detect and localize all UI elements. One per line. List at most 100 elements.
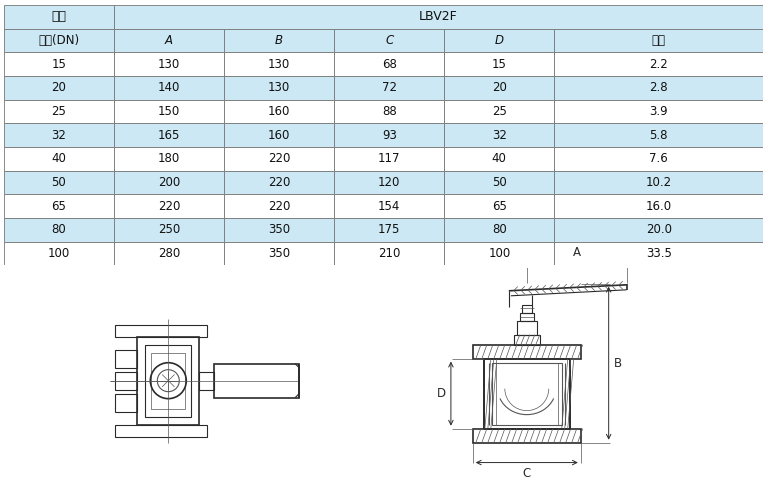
Bar	[4, 242, 114, 265]
Bar	[224, 147, 334, 171]
Text: 5.8: 5.8	[650, 128, 668, 142]
Bar	[334, 29, 444, 52]
Bar	[473, 345, 581, 359]
Text: D: D	[495, 34, 504, 47]
Bar	[115, 372, 137, 390]
Text: 10.2: 10.2	[646, 176, 672, 189]
Bar	[114, 147, 224, 171]
Text: LBV2F: LBV2F	[420, 10, 458, 23]
Bar	[114, 100, 224, 124]
Bar	[334, 52, 444, 76]
Bar	[444, 124, 555, 147]
Text: 32: 32	[51, 128, 66, 142]
Bar	[444, 100, 555, 124]
Text: 20: 20	[51, 81, 66, 94]
Bar	[555, 194, 763, 218]
Bar	[555, 171, 763, 194]
Bar	[555, 124, 763, 147]
Text: 型号: 型号	[51, 10, 67, 23]
Text: 220: 220	[158, 200, 180, 213]
Text: 150: 150	[158, 105, 180, 118]
Text: 210: 210	[378, 247, 400, 260]
Bar	[4, 100, 114, 124]
Bar	[224, 76, 334, 100]
Text: 80: 80	[51, 223, 66, 237]
Bar	[224, 171, 334, 194]
Bar	[520, 313, 534, 321]
Bar	[444, 242, 555, 265]
Bar	[334, 218, 444, 242]
Bar	[137, 337, 199, 425]
Bar	[115, 425, 207, 436]
Text: 200: 200	[158, 176, 180, 189]
Bar	[115, 350, 137, 368]
Bar	[555, 76, 763, 100]
Text: 68: 68	[382, 58, 397, 70]
Text: 15: 15	[51, 58, 66, 70]
Bar	[444, 52, 555, 76]
Bar	[334, 147, 444, 171]
Text: 160: 160	[268, 105, 290, 118]
Bar	[214, 364, 299, 398]
Bar	[4, 52, 114, 76]
Bar	[114, 5, 763, 29]
Text: 口径(DN): 口径(DN)	[38, 34, 80, 47]
Text: C: C	[385, 34, 393, 47]
Bar	[224, 52, 334, 76]
Bar	[522, 305, 532, 313]
Text: 175: 175	[378, 223, 400, 237]
Bar	[555, 147, 763, 171]
Bar	[555, 218, 763, 242]
Text: 100: 100	[48, 247, 70, 260]
Bar	[334, 100, 444, 124]
Text: 220: 220	[268, 152, 290, 165]
Text: 280: 280	[158, 247, 180, 260]
Text: 117: 117	[378, 152, 400, 165]
Bar	[114, 52, 224, 76]
Bar	[224, 29, 334, 52]
Text: 130: 130	[268, 81, 290, 94]
Text: 40: 40	[492, 152, 507, 165]
Bar	[4, 5, 114, 29]
Text: 7.6: 7.6	[650, 152, 668, 165]
Text: 250: 250	[158, 223, 180, 237]
Bar	[115, 394, 137, 412]
Text: B: B	[275, 34, 283, 47]
Bar	[444, 147, 555, 171]
Bar	[492, 363, 561, 425]
Text: 25: 25	[492, 105, 507, 118]
Text: 2.2: 2.2	[650, 58, 668, 70]
Text: 2.8: 2.8	[650, 81, 668, 94]
Bar	[4, 147, 114, 171]
Text: A: A	[573, 246, 581, 259]
Bar	[114, 124, 224, 147]
Text: 72: 72	[382, 81, 397, 94]
Bar	[224, 124, 334, 147]
Bar	[4, 29, 114, 52]
Text: 80: 80	[492, 223, 507, 237]
Bar	[444, 29, 555, 52]
Text: 130: 130	[158, 58, 180, 70]
Text: 88: 88	[382, 105, 397, 118]
Bar	[114, 76, 224, 100]
Text: 重量: 重量	[652, 34, 666, 47]
Bar	[224, 194, 334, 218]
Bar	[555, 52, 763, 76]
Text: B: B	[614, 357, 622, 370]
Bar	[224, 100, 334, 124]
Bar	[334, 76, 444, 100]
Text: 100: 100	[488, 247, 510, 260]
Bar	[114, 29, 224, 52]
Text: C: C	[522, 467, 531, 480]
Bar	[114, 242, 224, 265]
Text: 25: 25	[51, 105, 66, 118]
Text: 165: 165	[158, 128, 180, 142]
Text: 140: 140	[158, 81, 180, 94]
Text: D: D	[436, 387, 446, 400]
Text: 120: 120	[378, 176, 400, 189]
Bar	[334, 124, 444, 147]
Text: 220: 220	[268, 176, 290, 189]
Bar	[555, 242, 763, 265]
Bar	[473, 429, 581, 442]
Text: 20.0: 20.0	[646, 223, 672, 237]
